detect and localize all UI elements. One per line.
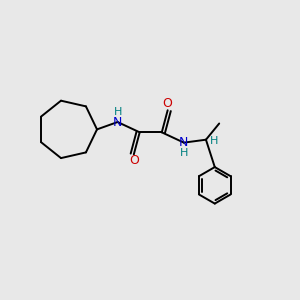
Text: O: O: [129, 154, 139, 167]
Text: H: H: [210, 136, 218, 146]
Text: N: N: [179, 136, 188, 149]
Text: O: O: [163, 97, 172, 110]
Text: H: H: [180, 148, 188, 158]
Text: H: H: [113, 107, 122, 117]
Text: N: N: [113, 116, 122, 128]
